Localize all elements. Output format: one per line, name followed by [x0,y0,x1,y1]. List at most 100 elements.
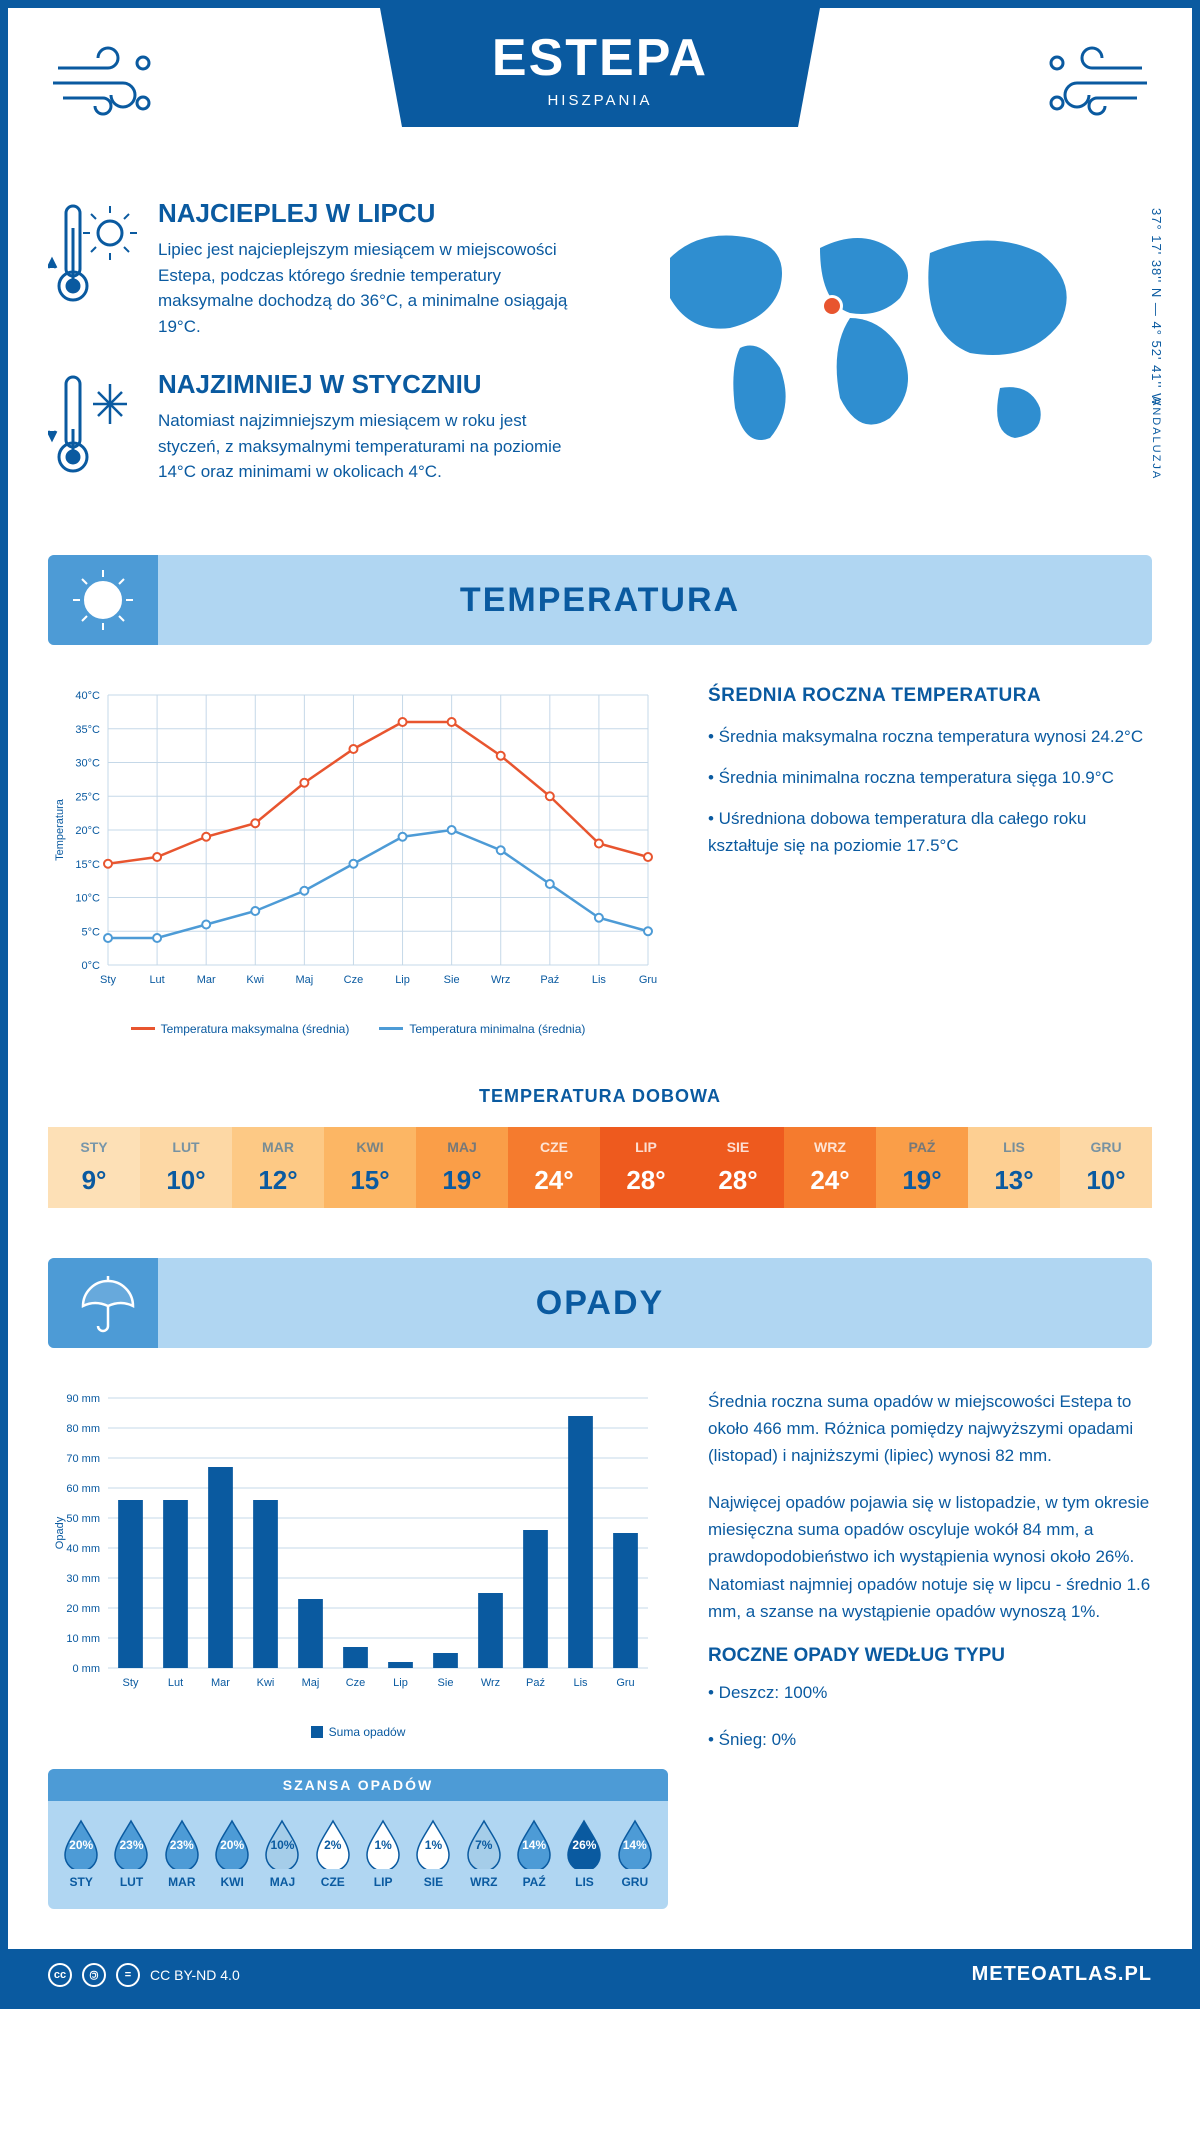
legend-rain: Suma opadów [329,1725,406,1739]
rain-p2: Najwięcej opadów pojawia się w listopadz… [708,1489,1152,1625]
svg-text:Sty: Sty [100,974,116,986]
heat-cell: LIP 28° [600,1127,692,1208]
svg-text:20 mm: 20 mm [66,1603,100,1615]
svg-text:Cze: Cze [346,1677,366,1689]
temp-info: ŚREDNIA ROCZNA TEMPERATURA • Średnia mak… [708,685,1152,1036]
svg-text:Sie: Sie [438,1677,454,1689]
rain-title: OPADY [48,1258,1152,1348]
svg-text:80 mm: 80 mm [66,1423,100,1435]
drop-item: 7% WRZ [461,1817,507,1889]
rain-chart: 0 mm 10 mm 20 mm 30 mm 40 mm 50 mm 60 mm 70 mm 8… [48,1388,668,1739]
svg-text:40 mm: 40 mm [66,1543,100,1555]
license-text: CC BY-ND 4.0 [150,1967,240,1983]
daily-temp-title: TEMPERATURA DOBOWA [8,1086,1192,1107]
daily-temp-heatmap: STY 9° LUT 10° MAR 12° KWI 15° MAJ 19° C… [48,1127,1152,1208]
sun-icon [48,555,158,645]
nd-icon: = [116,1963,140,1987]
heat-cell: GRU 10° [1060,1127,1152,1208]
drop-item: 2% CZE [310,1817,356,1889]
hottest-text: Lipiec jest najcieplejszym miesiącem w m… [158,237,580,339]
city-name: ESTEPA [380,28,820,88]
svg-text:Paź: Paź [540,974,559,986]
region-label: ANDALUZJA [1150,398,1162,480]
svg-text:50 mm: 50 mm [66,1513,100,1525]
svg-text:35°C: 35°C [75,723,100,735]
rain-info: Średnia roczna suma opadów w miejscowośc… [708,1388,1152,1909]
svg-text:Opady: Opady [54,1516,66,1549]
chance-title: SZANSA OPADÓW [48,1769,668,1801]
svg-text:Wrz: Wrz [491,974,510,986]
svg-text:Lip: Lip [395,974,410,986]
temp-title: TEMPERATURA [48,555,1152,645]
site-name: METEOATLAS.PL [972,1963,1152,1986]
svg-text:Cze: Cze [344,974,364,986]
coordinates: 37° 17' 38'' N — 4° 52' 41'' W [1149,208,1164,406]
svg-text:Sty: Sty [123,1677,139,1689]
svg-text:Kwi: Kwi [257,1677,275,1689]
svg-text:10°C: 10°C [75,892,100,904]
drop-item: 10% MAJ [259,1817,305,1889]
svg-text:Maj: Maj [295,974,313,986]
drop-item: 14% PAŹ [511,1817,557,1889]
heat-cell: STY 9° [48,1127,140,1208]
coldest-block: NAJZIMNIEJ W STYCZNIU Natomiast najzimni… [48,369,580,485]
wind-icon [48,43,158,128]
svg-text:Mar: Mar [197,974,216,986]
rain-type-1: • Deszcz: 100% [708,1679,1152,1706]
heat-cell: MAJ 19° [416,1127,508,1208]
svg-text:Lis: Lis [592,974,607,986]
svg-text:30 mm: 30 mm [66,1573,100,1585]
drop-item: 23% MAR [159,1817,205,1889]
svg-text:Paź: Paź [526,1677,545,1689]
title-banner: ESTEPA HISZPANIA [380,8,820,127]
drop-item: 20% STY [58,1817,104,1889]
intro-section: NAJCIEPLEJ W LIPCU Lipiec jest najcieple… [8,168,1192,555]
drop-item: 1% SIE [410,1817,456,1889]
wind-icon [1042,43,1152,128]
temp-info-b2: • Średnia minimalna roczna temperatura s… [708,764,1152,791]
svg-text:Lut: Lut [149,974,164,986]
temp-section-header: TEMPERATURA [48,555,1152,645]
heat-cell: LIS 13° [968,1127,1060,1208]
hottest-title: NAJCIEPLEJ W LIPCU [158,198,580,229]
svg-text:10 mm: 10 mm [66,1633,100,1645]
svg-text:Lip: Lip [393,1677,408,1689]
umbrella-icon [48,1258,158,1348]
svg-text:20°C: 20°C [75,825,100,837]
svg-text:40°C: 40°C [75,690,100,702]
thermometer-snow-icon [48,369,138,485]
svg-text:60 mm: 60 mm [66,1483,100,1495]
svg-text:Kwi: Kwi [246,974,264,986]
svg-text:Wrz: Wrz [481,1677,500,1689]
heat-cell: KWI 15° [324,1127,416,1208]
cc-icon: cc [48,1963,72,1987]
heat-cell: MAR 12° [232,1127,324,1208]
temp-info-b3: • Uśredniona dobowa temperatura dla całe… [708,805,1152,859]
drop-item: 1% LIP [360,1817,406,1889]
svg-text:0 mm: 0 mm [73,1663,101,1675]
svg-text:70 mm: 70 mm [66,1453,100,1465]
svg-text:15°C: 15°C [75,858,100,870]
rain-type-title: ROCZNE OPADY WEDŁUG TYPU [708,1645,1152,1667]
svg-text:Mar: Mar [211,1677,230,1689]
svg-text:25°C: 25°C [75,791,100,803]
heat-cell: LUT 10° [140,1127,232,1208]
rain-section-header: OPADY [48,1258,1152,1348]
legend-min: Temperatura minimalna (średnia) [409,1022,585,1036]
svg-text:0°C: 0°C [82,960,101,972]
drop-item: 14% GRU [612,1817,658,1889]
svg-text:30°C: 30°C [75,757,100,769]
rain-p1: Średnia roczna suma opadów w miejscowośc… [708,1388,1152,1470]
heat-cell: CZE 24° [508,1127,600,1208]
coldest-text: Natomiast najzimniejszym miesiącem w rok… [158,408,580,485]
rain-type-2: • Śnieg: 0% [708,1726,1152,1753]
hottest-block: NAJCIEPLEJ W LIPCU Lipiec jest najcieple… [48,198,580,339]
footer: cc 🄯 = CC BY-ND 4.0 METEOATLAS.PL [8,1949,1192,2001]
thermometer-sun-icon [48,198,138,339]
svg-text:Lut: Lut [168,1677,183,1689]
svg-text:Temperatura: Temperatura [54,798,66,861]
drop-item: 23% LUT [108,1817,154,1889]
svg-text:Gru: Gru [616,1677,634,1689]
svg-text:Lis: Lis [573,1677,588,1689]
rain-chance-box: SZANSA OPADÓW 20% STY 23% LUT 23% MAR [48,1769,668,1909]
